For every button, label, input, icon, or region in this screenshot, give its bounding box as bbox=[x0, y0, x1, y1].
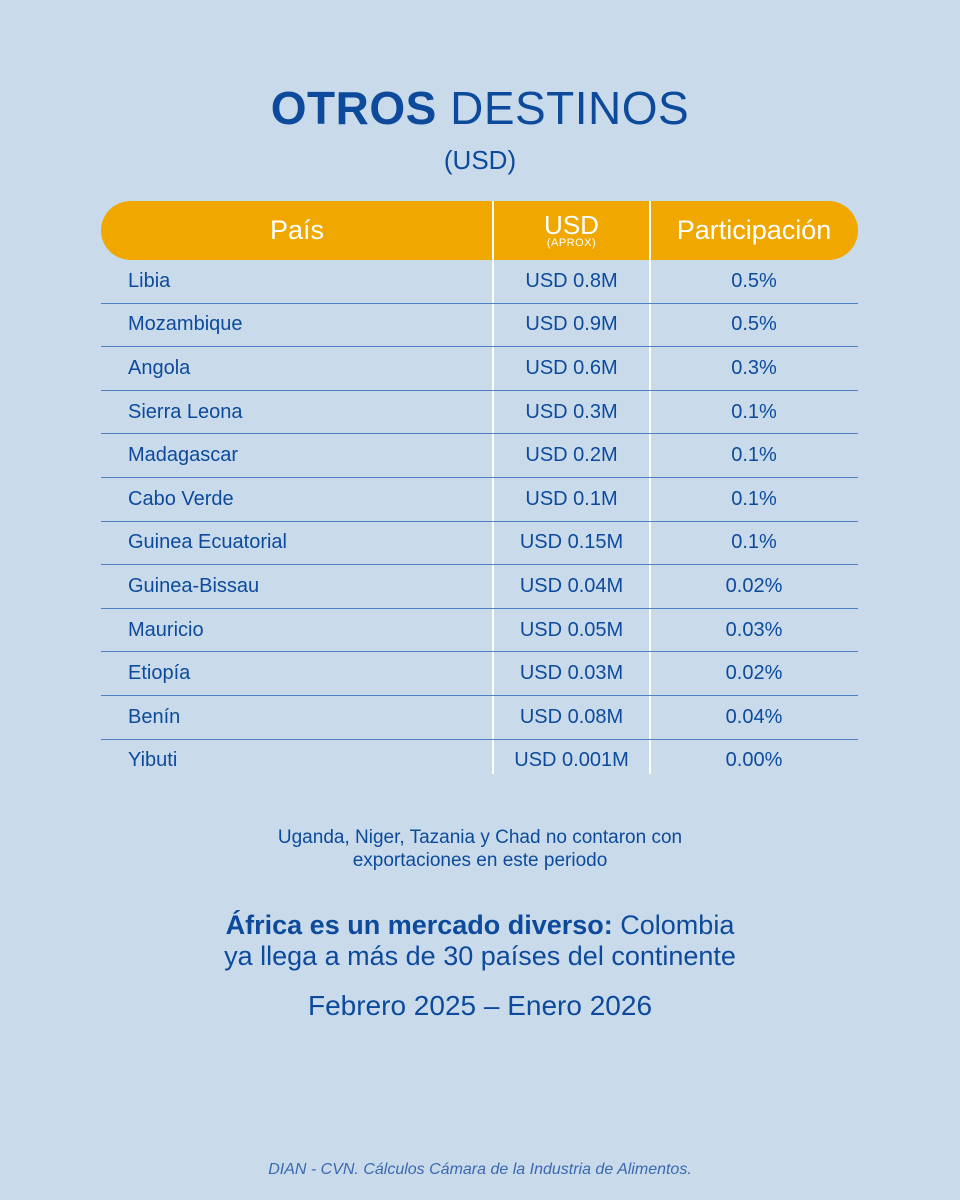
header-participacion: Participación bbox=[676, 215, 832, 245]
cell-usd: USD 0.2M bbox=[525, 444, 618, 467]
header-usd: USD (APROX) bbox=[493, 201, 650, 260]
cell-pais: Madagascar bbox=[128, 444, 239, 467]
cell-participacion: 0.1% bbox=[731, 487, 777, 510]
cell-pais: Benín bbox=[128, 705, 181, 728]
cell-participacion: 0.5% bbox=[731, 313, 777, 336]
cell-pais: Mozambique bbox=[128, 313, 243, 336]
cell-usd: USD 0.03M bbox=[519, 662, 624, 685]
table-row: Mozambique USD 0.9M 0.5% bbox=[101, 304, 858, 348]
footnote-line: Uganda, Niger, Tazania y Chad no contaro… bbox=[277, 827, 683, 848]
header-usd-sub: (APROX) bbox=[546, 236, 597, 249]
table-row: Angola USD 0.6M 0.3% bbox=[101, 347, 858, 391]
cell-usd: USD 0.001M bbox=[514, 749, 629, 772]
footnote: Uganda, Niger, Tazania y Chad no contaro… bbox=[0, 826, 960, 872]
period-label: Febrero 2025 – Enero 2026 bbox=[307, 990, 653, 1021]
table-row: Guinea-Bissau USD 0.04M 0.02% bbox=[101, 565, 858, 609]
cell-participacion: 0.3% bbox=[731, 356, 777, 379]
cell-participacion: 0.02% bbox=[725, 662, 783, 685]
cell-pais: Libia bbox=[128, 269, 171, 292]
footnote-line: exportaciones en este periodo bbox=[352, 850, 608, 871]
cell-pais: Guinea Ecuatorial bbox=[128, 531, 287, 554]
highlight-rest: Colombia bbox=[612, 910, 735, 940]
cell-pais: Cabo Verde bbox=[128, 487, 234, 510]
table-row: Benín USD 0.08M 0.04% bbox=[101, 696, 858, 740]
table-row: Madagascar USD 0.2M 0.1% bbox=[101, 434, 858, 478]
page-title: OTROS DESTINOS bbox=[0, 80, 960, 136]
cell-pais: Etiopía bbox=[128, 662, 191, 685]
cell-participacion: 0.1% bbox=[731, 531, 777, 554]
table-body: Libia USD 0.8M 0.5% Mozambique USD 0.9M 0.5% A… bbox=[101, 260, 858, 782]
cell-participacion: 0.1% bbox=[731, 444, 777, 467]
cell-usd: USD 0.8M bbox=[525, 269, 618, 292]
table-row: Guinea Ecuatorial USD 0.15M 0.1% bbox=[101, 522, 858, 566]
cell-usd: USD 0.08M bbox=[519, 705, 624, 728]
cell-usd: USD 0.3M bbox=[525, 400, 618, 423]
header-usd-label: USD bbox=[544, 209, 599, 240]
table-row: Libia USD 0.8M 0.5% bbox=[101, 260, 858, 304]
table-row: Cabo Verde USD 0.1M 0.1% bbox=[101, 478, 858, 522]
table-row: Etiopía USD 0.03M 0.02% bbox=[101, 652, 858, 696]
table-row: Yibuti USD 0.001M 0.00% bbox=[101, 740, 858, 783]
title-bold: OTROS bbox=[270, 82, 437, 134]
table-row: Mauricio USD 0.05M 0.03% bbox=[101, 609, 858, 653]
cell-participacion: 0.00% bbox=[725, 749, 783, 772]
cell-usd: USD 0.15M bbox=[519, 531, 624, 554]
cell-participacion: 0.02% bbox=[725, 574, 783, 597]
cell-pais: Guinea-Bissau bbox=[128, 574, 260, 597]
highlight-line2: ya llega a más de 30 países del continen… bbox=[224, 941, 736, 971]
cell-usd: USD 0.6M bbox=[525, 356, 618, 379]
header-pais: País bbox=[269, 215, 325, 245]
table-header: País USD (APROX) Participación bbox=[101, 201, 858, 260]
cell-pais: Angola bbox=[128, 356, 191, 379]
cell-pais: Sierra Leona bbox=[128, 400, 243, 423]
cell-participacion: 0.04% bbox=[725, 705, 783, 728]
source-credit: DIAN - CVN. Cálculos Cámara de la Indust… bbox=[268, 1161, 692, 1178]
column-divider bbox=[649, 201, 651, 774]
cell-pais: Mauricio bbox=[128, 618, 204, 641]
cell-participacion: 0.03% bbox=[725, 618, 783, 641]
cell-participacion: 0.5% bbox=[731, 269, 777, 292]
cell-usd: USD 0.9M bbox=[525, 313, 618, 336]
page-subtitle: (USD) bbox=[443, 145, 517, 175]
highlight-text: África es un mercado diverso: Colombia y… bbox=[0, 910, 960, 972]
cell-usd: USD 0.05M bbox=[519, 618, 624, 641]
column-divider bbox=[492, 201, 494, 774]
cell-usd: USD 0.1M bbox=[525, 487, 618, 510]
table-row: Sierra Leona USD 0.3M 0.1% bbox=[101, 391, 858, 435]
cell-participacion: 0.1% bbox=[731, 400, 777, 423]
title-rest: DESTINOS bbox=[450, 82, 690, 134]
cell-pais: Yibuti bbox=[128, 749, 178, 772]
highlight-bold: África es un mercado diverso: bbox=[225, 910, 613, 940]
cell-usd: USD 0.04M bbox=[519, 574, 624, 597]
destinations-table: País USD (APROX) Participación Libia USD … bbox=[101, 201, 858, 782]
